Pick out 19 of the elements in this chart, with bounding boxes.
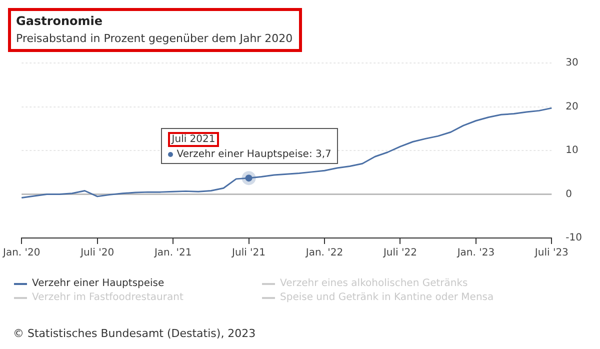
chart-title: Gastronomie bbox=[16, 14, 104, 28]
y-tick-label: -10 bbox=[566, 232, 582, 244]
annotation: Verzehr einer Hauptspeise: 3,7 bbox=[176, 149, 332, 160]
text: © Statistisches Bundesamt (Destatis), 2023 bbox=[13, 327, 256, 340]
x-tick-label: Juli '23 bbox=[534, 248, 568, 259]
y-tick-label: 20 bbox=[566, 101, 578, 112]
x-tick-label: Juli '22 bbox=[382, 248, 417, 259]
x-tick-label: Juli '21 bbox=[231, 248, 266, 259]
y-tick-label: 0 bbox=[566, 188, 572, 200]
x-tick-label: Jan. '23 bbox=[456, 248, 495, 259]
x-tick-label: Jan. '20 bbox=[2, 248, 40, 259]
x-tick-label: Jan. '21 bbox=[153, 248, 192, 259]
chart-subtitle: Preisabstand in Prozent gegenüber dem Jahr 2020 bbox=[16, 32, 293, 45]
x-tick-label: Jan. '22 bbox=[304, 248, 344, 259]
annotation: Juli 2021 bbox=[168, 132, 220, 148]
legend-label: Verzehr einer Hauptspeise bbox=[32, 278, 164, 289]
x-tick-label: Juli '20 bbox=[80, 248, 114, 259]
y-tick-label: 10 bbox=[566, 145, 578, 156]
y-tick-label: 30 bbox=[566, 58, 578, 69]
